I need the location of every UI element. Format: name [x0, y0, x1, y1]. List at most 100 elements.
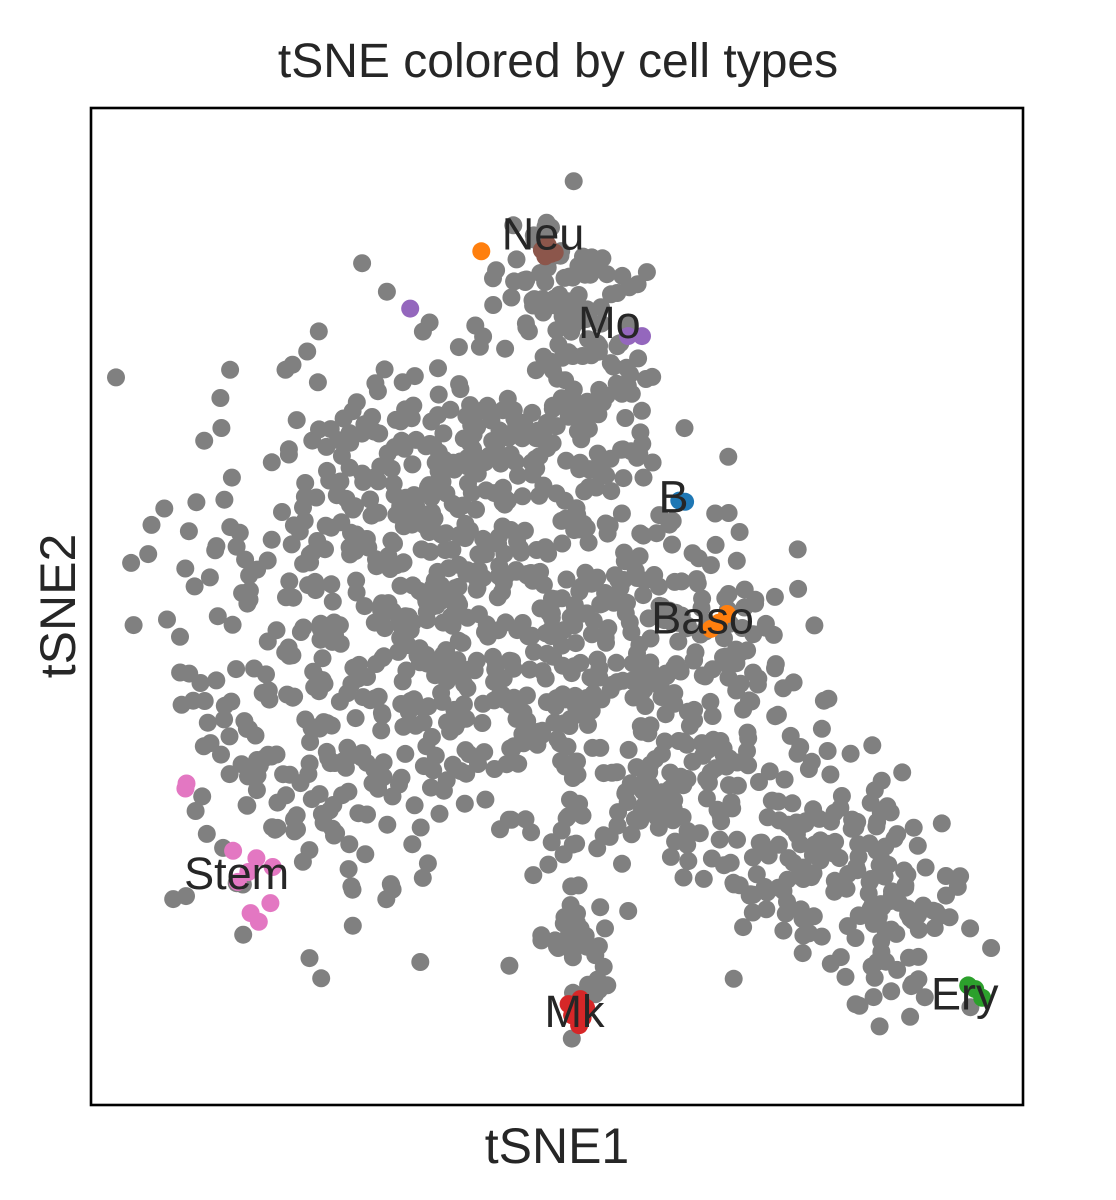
background-cell-point — [374, 753, 393, 772]
background-cell-point — [674, 868, 693, 887]
background-cell-point — [765, 587, 784, 606]
background-cell-point — [418, 584, 437, 603]
background-cell-point — [340, 835, 359, 854]
background-cell-point — [635, 680, 654, 699]
background-cell-point — [639, 609, 658, 628]
background-cell-point — [420, 523, 438, 542]
background-cell-point — [403, 455, 422, 474]
background-cell-point — [783, 794, 802, 813]
background-cell-point — [671, 662, 690, 681]
background-cell-point — [694, 869, 713, 888]
background-cell-point — [314, 713, 333, 732]
background-cell-point — [814, 691, 833, 710]
background-cell-point — [201, 734, 220, 753]
background-cell-point — [473, 714, 492, 732]
background-cell-point — [212, 419, 231, 437]
background-cell-point — [413, 868, 432, 887]
background-cell-point — [622, 384, 641, 403]
background-cell-point — [332, 446, 351, 465]
background-cell-point — [516, 810, 535, 829]
background-cell-point — [379, 547, 398, 565]
background-cell-point — [207, 537, 226, 556]
background-cell-point — [222, 468, 241, 487]
cluster-point-stem — [228, 872, 247, 891]
background-cell-point — [578, 392, 597, 411]
background-cell-point — [437, 454, 456, 473]
background-cell-point — [849, 847, 868, 866]
background-cell-point — [738, 723, 757, 742]
background-cell-point — [308, 373, 327, 392]
background-cell-point — [937, 886, 955, 905]
background-cell-point — [669, 632, 688, 651]
background-cell-point — [528, 735, 547, 754]
background-cell-point — [588, 839, 607, 858]
background-cell-point — [594, 764, 613, 783]
chart-title: tSNE colored by cell types — [277, 35, 839, 88]
background-cell-point — [378, 444, 397, 463]
background-cell-point — [303, 431, 322, 450]
background-cell-point — [484, 296, 503, 314]
background-cell-point — [914, 896, 933, 915]
background-cell-point — [328, 484, 347, 503]
background-cell-point — [566, 599, 585, 617]
background-cell-point — [841, 744, 860, 763]
cluster-label-mk: Mk — [545, 986, 605, 1037]
background-cell-point — [720, 749, 739, 768]
background-cell-point — [418, 854, 437, 873]
background-cell-point — [552, 751, 571, 770]
background-cell-point — [262, 453, 281, 472]
background-cell-point — [898, 899, 917, 918]
background-cell-point — [267, 745, 286, 764]
background-cell-point — [724, 969, 743, 988]
background-cell-point — [533, 296, 552, 314]
background-cell-point — [588, 462, 607, 481]
background-cell-point — [313, 649, 332, 668]
background-cell-point — [802, 752, 821, 771]
background-cell-point — [495, 690, 514, 709]
background-cell-point — [355, 597, 374, 616]
background-cell-point — [882, 886, 901, 905]
background-cell-point — [557, 570, 576, 589]
background-cell-point — [766, 655, 785, 674]
background-cell-point — [494, 574, 513, 593]
background-cell-point — [546, 590, 565, 609]
background-cell-point — [490, 421, 509, 440]
background-cell-point — [614, 469, 633, 488]
background-cell-point — [850, 996, 869, 1015]
background-cell-point — [663, 512, 682, 530]
background-cell-point — [198, 713, 217, 732]
background-cell-point — [636, 697, 655, 715]
background-cell-point — [796, 812, 815, 831]
background-cell-point — [395, 439, 414, 458]
background-cell-point — [498, 491, 517, 510]
background-cell-point — [721, 853, 740, 872]
background-cell-point — [343, 880, 362, 899]
background-cell-point — [572, 416, 591, 435]
cluster-point-stem — [263, 858, 282, 876]
background-cell-point — [334, 409, 353, 428]
background-cell-point — [107, 368, 125, 387]
background-cell-point — [353, 254, 372, 273]
background-cell-point — [810, 809, 829, 828]
background-cell-point — [288, 820, 306, 839]
background-cell-point — [363, 408, 382, 426]
background-cell-point — [940, 908, 959, 927]
background-cell-point — [158, 610, 176, 629]
cluster-label-baso: Baso — [651, 592, 754, 643]
background-cell-point — [350, 662, 369, 681]
background-cell-point — [701, 763, 720, 782]
background-cell-point — [253, 684, 272, 702]
background-cell-point — [750, 773, 768, 791]
background-cell-point — [896, 876, 915, 895]
background-cell-point — [208, 607, 227, 626]
background-cell-point — [627, 758, 646, 777]
background-cell-point — [509, 466, 527, 485]
background-cell-point — [758, 881, 777, 900]
background-cell-point — [710, 830, 729, 849]
background-cell-point — [557, 451, 576, 470]
background-cell-point — [362, 506, 381, 525]
background-cell-point — [689, 549, 708, 568]
background-cell-point — [722, 793, 741, 812]
background-cell-point — [703, 707, 722, 725]
